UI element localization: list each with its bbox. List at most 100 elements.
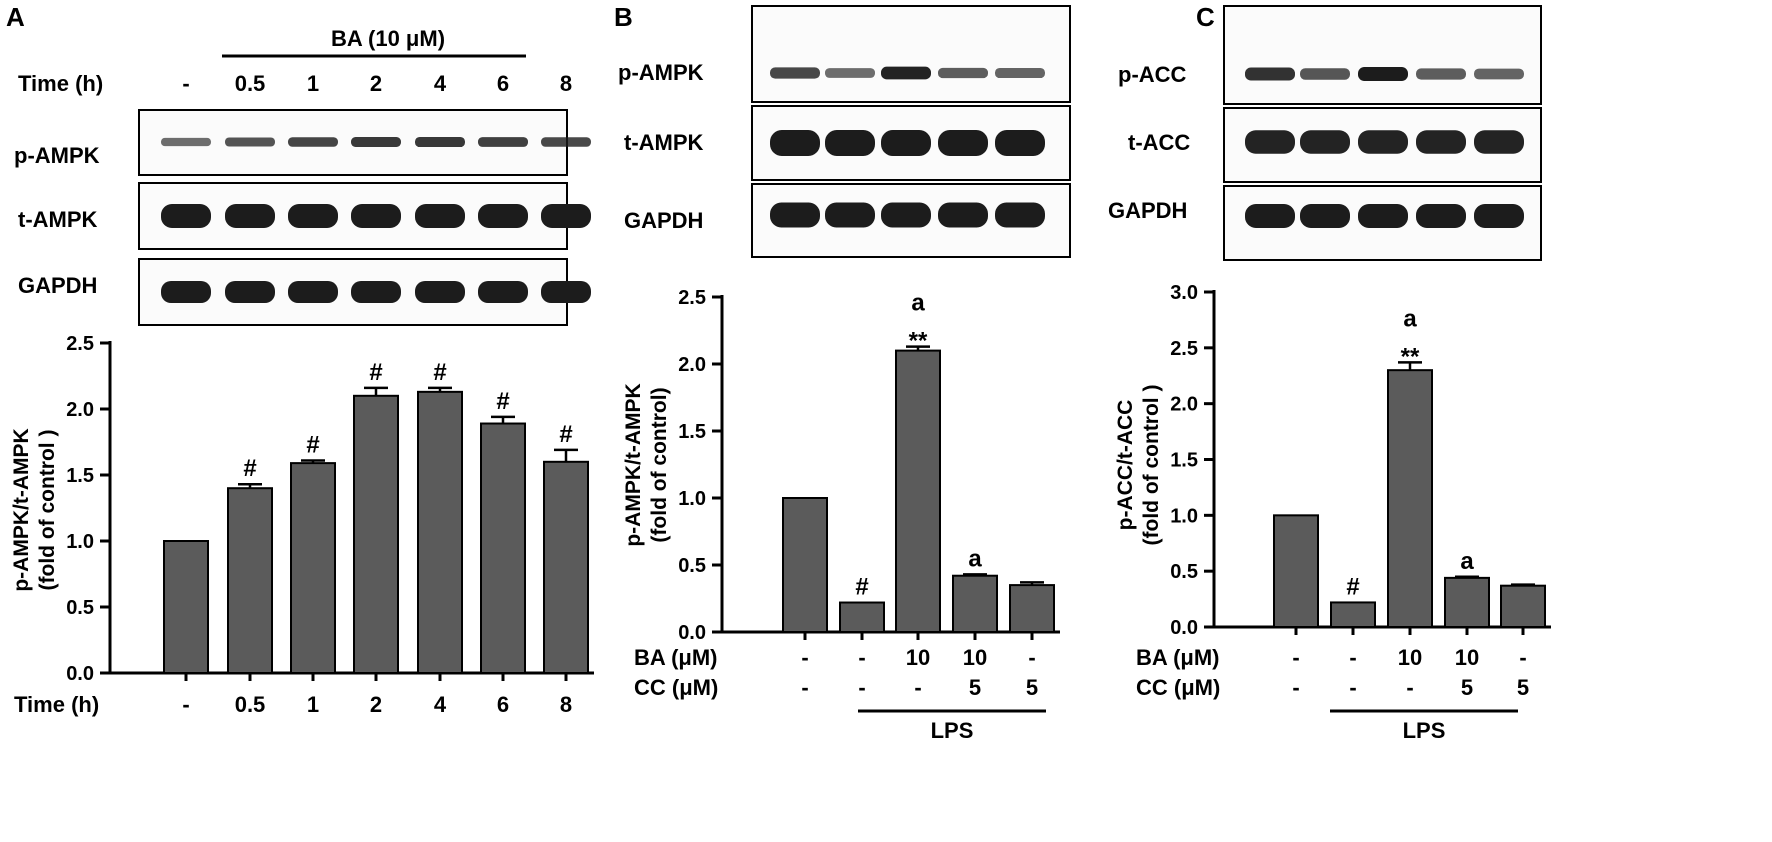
blot-band (1245, 204, 1295, 228)
significance-mark: # (433, 359, 446, 386)
lane-label: 2 (370, 71, 382, 96)
lane-label: 0.5 (235, 71, 266, 96)
panel-a-blot-label-2: t-AMPK (18, 207, 98, 232)
blot-band (881, 66, 931, 80)
lane-label: - (182, 71, 189, 96)
panel-c-blot-label-3: GAPDH (1108, 198, 1187, 223)
bar (1500, 584, 1546, 629)
blot-band (225, 204, 275, 228)
blot-band (478, 137, 528, 147)
significance-mark: # (1346, 573, 1359, 600)
blot-band (1358, 67, 1408, 81)
significance-mark: # (306, 431, 319, 458)
panel-c-blot-label-2: t-ACC (1128, 130, 1190, 155)
significance-mark: # (559, 421, 572, 448)
blot-band (541, 204, 591, 228)
blot-band (770, 130, 820, 156)
y-tick-label: 3.0 (1170, 282, 1198, 304)
panel-a-treatment-header: BA (10 μM) (331, 26, 445, 51)
blot-band (541, 281, 591, 303)
bar (895, 349, 941, 633)
y-tick-label: 1.0 (678, 488, 706, 510)
lane-label: 4 (434, 71, 447, 96)
panel-b: B p-AMPK t-AMPK GAPDH 0.0 0.5 1.0 1.5 2.0 2.5… (614, 2, 1071, 743)
panel-a-ylabel-line1: p-AMPK/t-AMPK (10, 428, 33, 591)
blot-band (415, 281, 465, 303)
bar (1387, 369, 1433, 628)
condition-value: - (858, 675, 865, 700)
panel-c-ylabel-line2: (fold of control ) (1140, 385, 1163, 546)
y-tick-label: 2.0 (678, 354, 706, 376)
y-tick-label: 0.5 (678, 555, 706, 577)
significance-mark: ** (909, 328, 928, 355)
blot-band (541, 137, 591, 147)
panel-c-ylabel-line1: p-ACC/t-ACC (1114, 400, 1137, 531)
y-tick-label: 2.0 (66, 399, 94, 421)
condition-value: 5 (1026, 675, 1038, 700)
x-tick-label: 1 (307, 692, 319, 717)
blot-band (225, 281, 275, 303)
y-tick-label: 0.5 (1170, 561, 1198, 583)
blot-band (938, 202, 988, 228)
x-tick-label: 6 (497, 692, 509, 717)
significance-mark: a (911, 290, 925, 317)
bar (952, 574, 998, 633)
blot-band (825, 130, 875, 156)
panel-c-bands (1245, 67, 1524, 228)
condition-value: 5 (969, 675, 981, 700)
blot-band (351, 136, 401, 148)
condition-value: - (1349, 675, 1356, 700)
panel-b-cond-label-1: BA (μM) (634, 645, 718, 670)
panel-a-blot-label-1: p-AMPK (14, 143, 100, 168)
significance-mark: # (369, 359, 382, 386)
blot-band (770, 67, 820, 79)
blot-band (1300, 130, 1350, 154)
significance-mark: # (496, 388, 509, 415)
y-tick-label: 1.5 (678, 421, 706, 443)
blot-band (351, 281, 401, 303)
x-tick-label: 2 (370, 692, 382, 717)
blot-band (415, 136, 465, 148)
y-tick-label: 0.0 (678, 622, 706, 644)
blot-band (288, 281, 338, 303)
x-tick-label: - (182, 692, 189, 717)
panel-a-lane-labels: - 0.5 1 2 4 6 8 (182, 71, 572, 96)
panel-b-ylabel-line1: p-AMPK/t-AMPK (622, 383, 645, 546)
blot-band (1416, 204, 1466, 228)
blot-band (825, 68, 875, 78)
blot-band (288, 204, 338, 228)
blot-band (225, 137, 275, 147)
lane-label: 8 (560, 71, 572, 96)
condition-value: 10 (906, 645, 930, 670)
significance-mark: ** (1401, 343, 1420, 370)
panel-a-xlabel: Time (h) (14, 692, 99, 717)
condition-value: 10 (1398, 645, 1422, 670)
panel-c-letter: C (1196, 2, 1215, 32)
bar (163, 540, 209, 674)
panel-a-lane-row-label: Time (h) (18, 71, 103, 96)
panel-c-cond-label-1: BA (μM) (1136, 645, 1220, 670)
blot-band (770, 202, 820, 228)
blot-band (1300, 204, 1350, 228)
y-tick-label: 1.0 (1170, 505, 1198, 527)
y-tick-label: 2.5 (678, 287, 706, 309)
significance-mark: # (855, 574, 868, 601)
blot-band (881, 202, 931, 228)
lane-label: 1 (307, 71, 319, 96)
bar (782, 497, 828, 633)
panel-c-group-label: LPS (1403, 718, 1446, 743)
blot-band (938, 130, 988, 156)
blot-band (1245, 130, 1295, 154)
condition-value: 10 (1455, 645, 1479, 670)
condition-value: - (1028, 645, 1035, 670)
condition-value: - (1406, 675, 1413, 700)
significance-mark: a (1403, 305, 1417, 332)
blot-band (161, 204, 211, 228)
blot-band (1474, 130, 1524, 154)
panel-b-condition-values: - - 10 10 - - - - 5 5 (801, 645, 1038, 700)
panel-b-blot-label-1: p-AMPK (618, 60, 704, 85)
significance-mark: a (968, 545, 982, 572)
panel-c-blot-label-1: p-ACC (1118, 62, 1187, 87)
blot-band (161, 281, 211, 303)
